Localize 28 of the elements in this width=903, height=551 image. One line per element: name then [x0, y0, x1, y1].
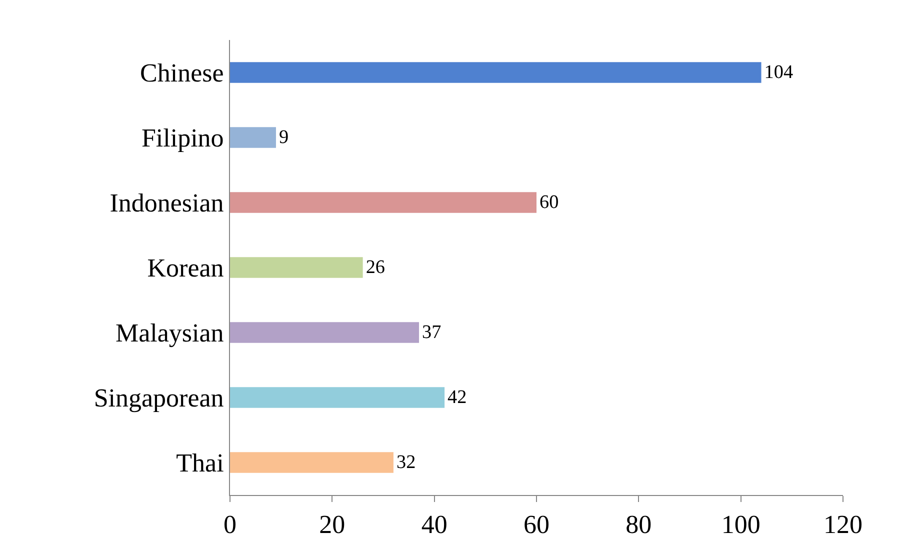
data-label: 42: [448, 387, 467, 408]
data-label: 26: [366, 257, 386, 278]
data-label: 104: [764, 62, 794, 84]
bar: [230, 387, 445, 408]
x-tick-label: 100: [721, 510, 760, 540]
x-tick-label: 80: [626, 510, 652, 540]
bar: [230, 127, 276, 148]
data-label: 9: [278, 127, 289, 148]
x-tick-label: 0: [224, 510, 236, 540]
x-tick-label: 20: [319, 510, 346, 540]
y-tick-label: Indonesian: [110, 188, 224, 218]
y-tick-label: Chinese: [140, 58, 224, 88]
y-tick-label: Singaporean: [94, 384, 224, 413]
bar: [230, 452, 394, 473]
data-label: 32: [396, 452, 416, 474]
x-tick-label: 60: [524, 510, 550, 540]
data-label: 60: [540, 192, 559, 214]
y-tick-label: Malaysian: [115, 318, 224, 348]
x-tick-label: 40: [421, 510, 448, 540]
bar: [230, 62, 762, 83]
bar: [230, 322, 420, 343]
bar: [230, 257, 363, 278]
y-tick-label: Korean: [147, 254, 224, 283]
y-tick-label: Filipino: [141, 124, 224, 153]
data-label: 37: [422, 322, 442, 344]
y-tick-label: Thai: [176, 448, 224, 478]
bar: [230, 192, 536, 213]
x-tick-label: 120: [824, 510, 862, 540]
